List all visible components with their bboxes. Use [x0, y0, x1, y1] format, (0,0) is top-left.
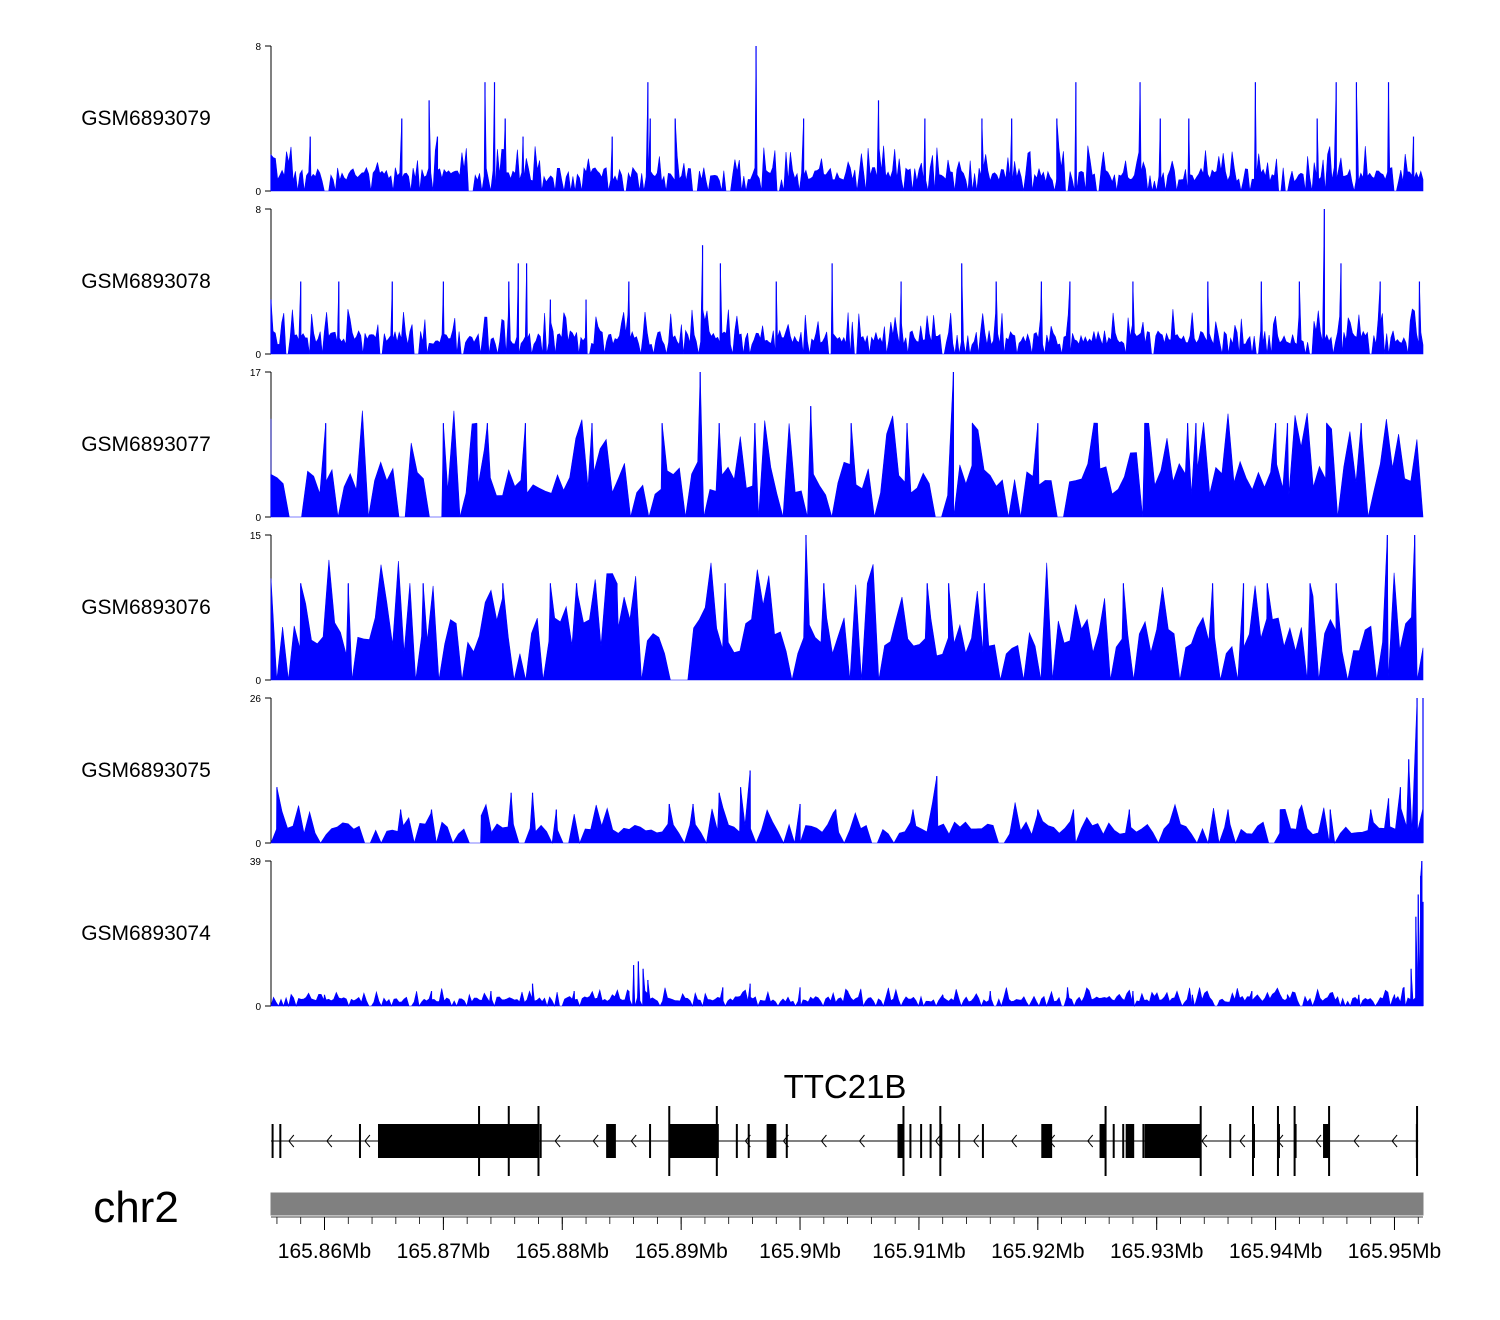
strand-arrow	[1239, 1134, 1246, 1148]
coverage-area	[270, 860, 1424, 1008]
gene-coding-exon	[1323, 1124, 1330, 1158]
strand-arrow	[288, 1134, 295, 1148]
coverage-area	[270, 697, 1424, 845]
strand-arrow	[1315, 1134, 1322, 1148]
coverage-area	[270, 45, 1424, 192]
gene-exon	[735, 1124, 738, 1158]
strand-arrow	[934, 1134, 941, 1148]
track-GSM6893079: GSM6893079 8 0	[81, 42, 1424, 198]
track-GSM6893076: GSM6893076 15 0	[81, 531, 1424, 687]
y-axis-min-label: 0	[255, 350, 261, 361]
track-name-label: GSM6893075	[81, 759, 211, 782]
gene-exon	[539, 1124, 542, 1158]
gene-annotation-track: TTC21B	[271, 1068, 1419, 1176]
gene-exon	[271, 1124, 274, 1158]
strand-arrow	[820, 1134, 827, 1148]
x-axis-tick-label: 165.94Mb	[1229, 1240, 1322, 1263]
gene-exon	[920, 1124, 923, 1158]
track-name-label: GSM6893079	[81, 107, 211, 130]
track-GSM6893078: GSM6893078 8 0	[81, 205, 1424, 361]
strand-arrow	[592, 1134, 599, 1148]
x-axis-tick-label: 165.86Mb	[278, 1240, 371, 1263]
y-axis-min-label: 0	[255, 676, 261, 687]
gene-exon	[747, 1124, 750, 1158]
y-axis-max-label: 8	[255, 42, 261, 53]
gene-coding-exon	[1099, 1124, 1106, 1158]
gene-exon	[1229, 1124, 1232, 1158]
track-name-label: GSM6893077	[81, 433, 211, 456]
strand-arrow	[1011, 1134, 1018, 1148]
gene-exon	[958, 1124, 961, 1158]
gene-exon	[358, 1124, 361, 1158]
gene-coding-exon	[1125, 1124, 1135, 1158]
strand-arrow	[1087, 1134, 1094, 1148]
gene-exon	[649, 1124, 652, 1158]
strand-arrow	[858, 1134, 865, 1148]
y-axis-min-label: 0	[255, 839, 261, 850]
x-axis-tick-label: 165.9Mb	[759, 1240, 841, 1263]
x-axis-tick-label: 165.87Mb	[397, 1240, 490, 1263]
gene-exon	[1112, 1124, 1115, 1158]
strand-arrow	[1201, 1134, 1208, 1148]
track-name-label: GSM6893074	[81, 922, 211, 945]
x-axis-tick-label: 165.88Mb	[516, 1240, 609, 1263]
coverage-tracks: GSM689307980GSM689307880GSM6893077170GSM…	[81, 42, 1424, 1013]
x-axis-tick-label: 165.91Mb	[872, 1240, 965, 1263]
track-GSM6893075: GSM6893075 26 0	[81, 694, 1424, 850]
y-axis-min-label: 0	[255, 1002, 261, 1013]
track-GSM6893077: GSM6893077 17 0	[81, 368, 1424, 524]
gene-coding-exon	[1041, 1124, 1053, 1158]
y-axis-max-label: 39	[250, 857, 262, 868]
gene-exon	[785, 1124, 788, 1158]
gene-coding-exon	[897, 1124, 904, 1158]
gene-exon	[981, 1124, 984, 1158]
gene-exon	[1122, 1124, 1125, 1158]
x-axis-tick-label: 165.89Mb	[634, 1240, 727, 1263]
strand-arrow	[326, 1134, 333, 1148]
gene-exon	[279, 1124, 282, 1158]
y-axis-max-label: 15	[250, 531, 262, 542]
chromosome-bar	[270, 1192, 1424, 1216]
gene-exon	[1142, 1124, 1145, 1158]
gene-exon	[929, 1124, 932, 1158]
strand-arrow	[972, 1134, 979, 1148]
gene-coding-exon	[670, 1124, 717, 1158]
genomic-axis-track: chr2 165.86Mb 165.87Mb 165.88Mb 165.89Mb 165…	[93, 1183, 1441, 1263]
coverage-area	[270, 534, 1424, 681]
y-axis-max-label: 8	[255, 205, 261, 216]
gene-coding-exon	[377, 1124, 539, 1158]
x-axis-tick-label: 165.95Mb	[1348, 1240, 1441, 1263]
strand-arrow	[364, 1134, 371, 1148]
coverage-area	[270, 371, 1424, 518]
gene-coding-exon	[606, 1124, 616, 1158]
y-axis-min-label: 0	[255, 187, 261, 198]
y-axis-min-label: 0	[255, 513, 261, 524]
track-name-label: GSM6893076	[81, 596, 211, 619]
strand-arrow	[630, 1134, 637, 1148]
gene-coding-exon	[766, 1124, 777, 1158]
chromosome-label: chr2	[93, 1183, 179, 1232]
strand-arrow	[554, 1134, 561, 1148]
y-axis-max-label: 26	[250, 694, 262, 705]
x-axis-tick-label: 165.93Mb	[1110, 1240, 1203, 1263]
y-axis-max-label: 17	[250, 368, 262, 379]
gene-coding-exon	[1144, 1124, 1201, 1158]
x-axis-tick-label: 165.92Mb	[991, 1240, 1084, 1263]
gene-exon	[909, 1124, 912, 1158]
gene-name-label: TTC21B	[784, 1068, 907, 1105]
track-name-label: GSM6893078	[81, 270, 211, 293]
strand-arrow	[1353, 1134, 1360, 1148]
track-GSM6893074: GSM6893074 39 0	[81, 857, 1424, 1013]
strand-arrow	[1391, 1134, 1398, 1148]
coverage-area	[270, 208, 1424, 355]
